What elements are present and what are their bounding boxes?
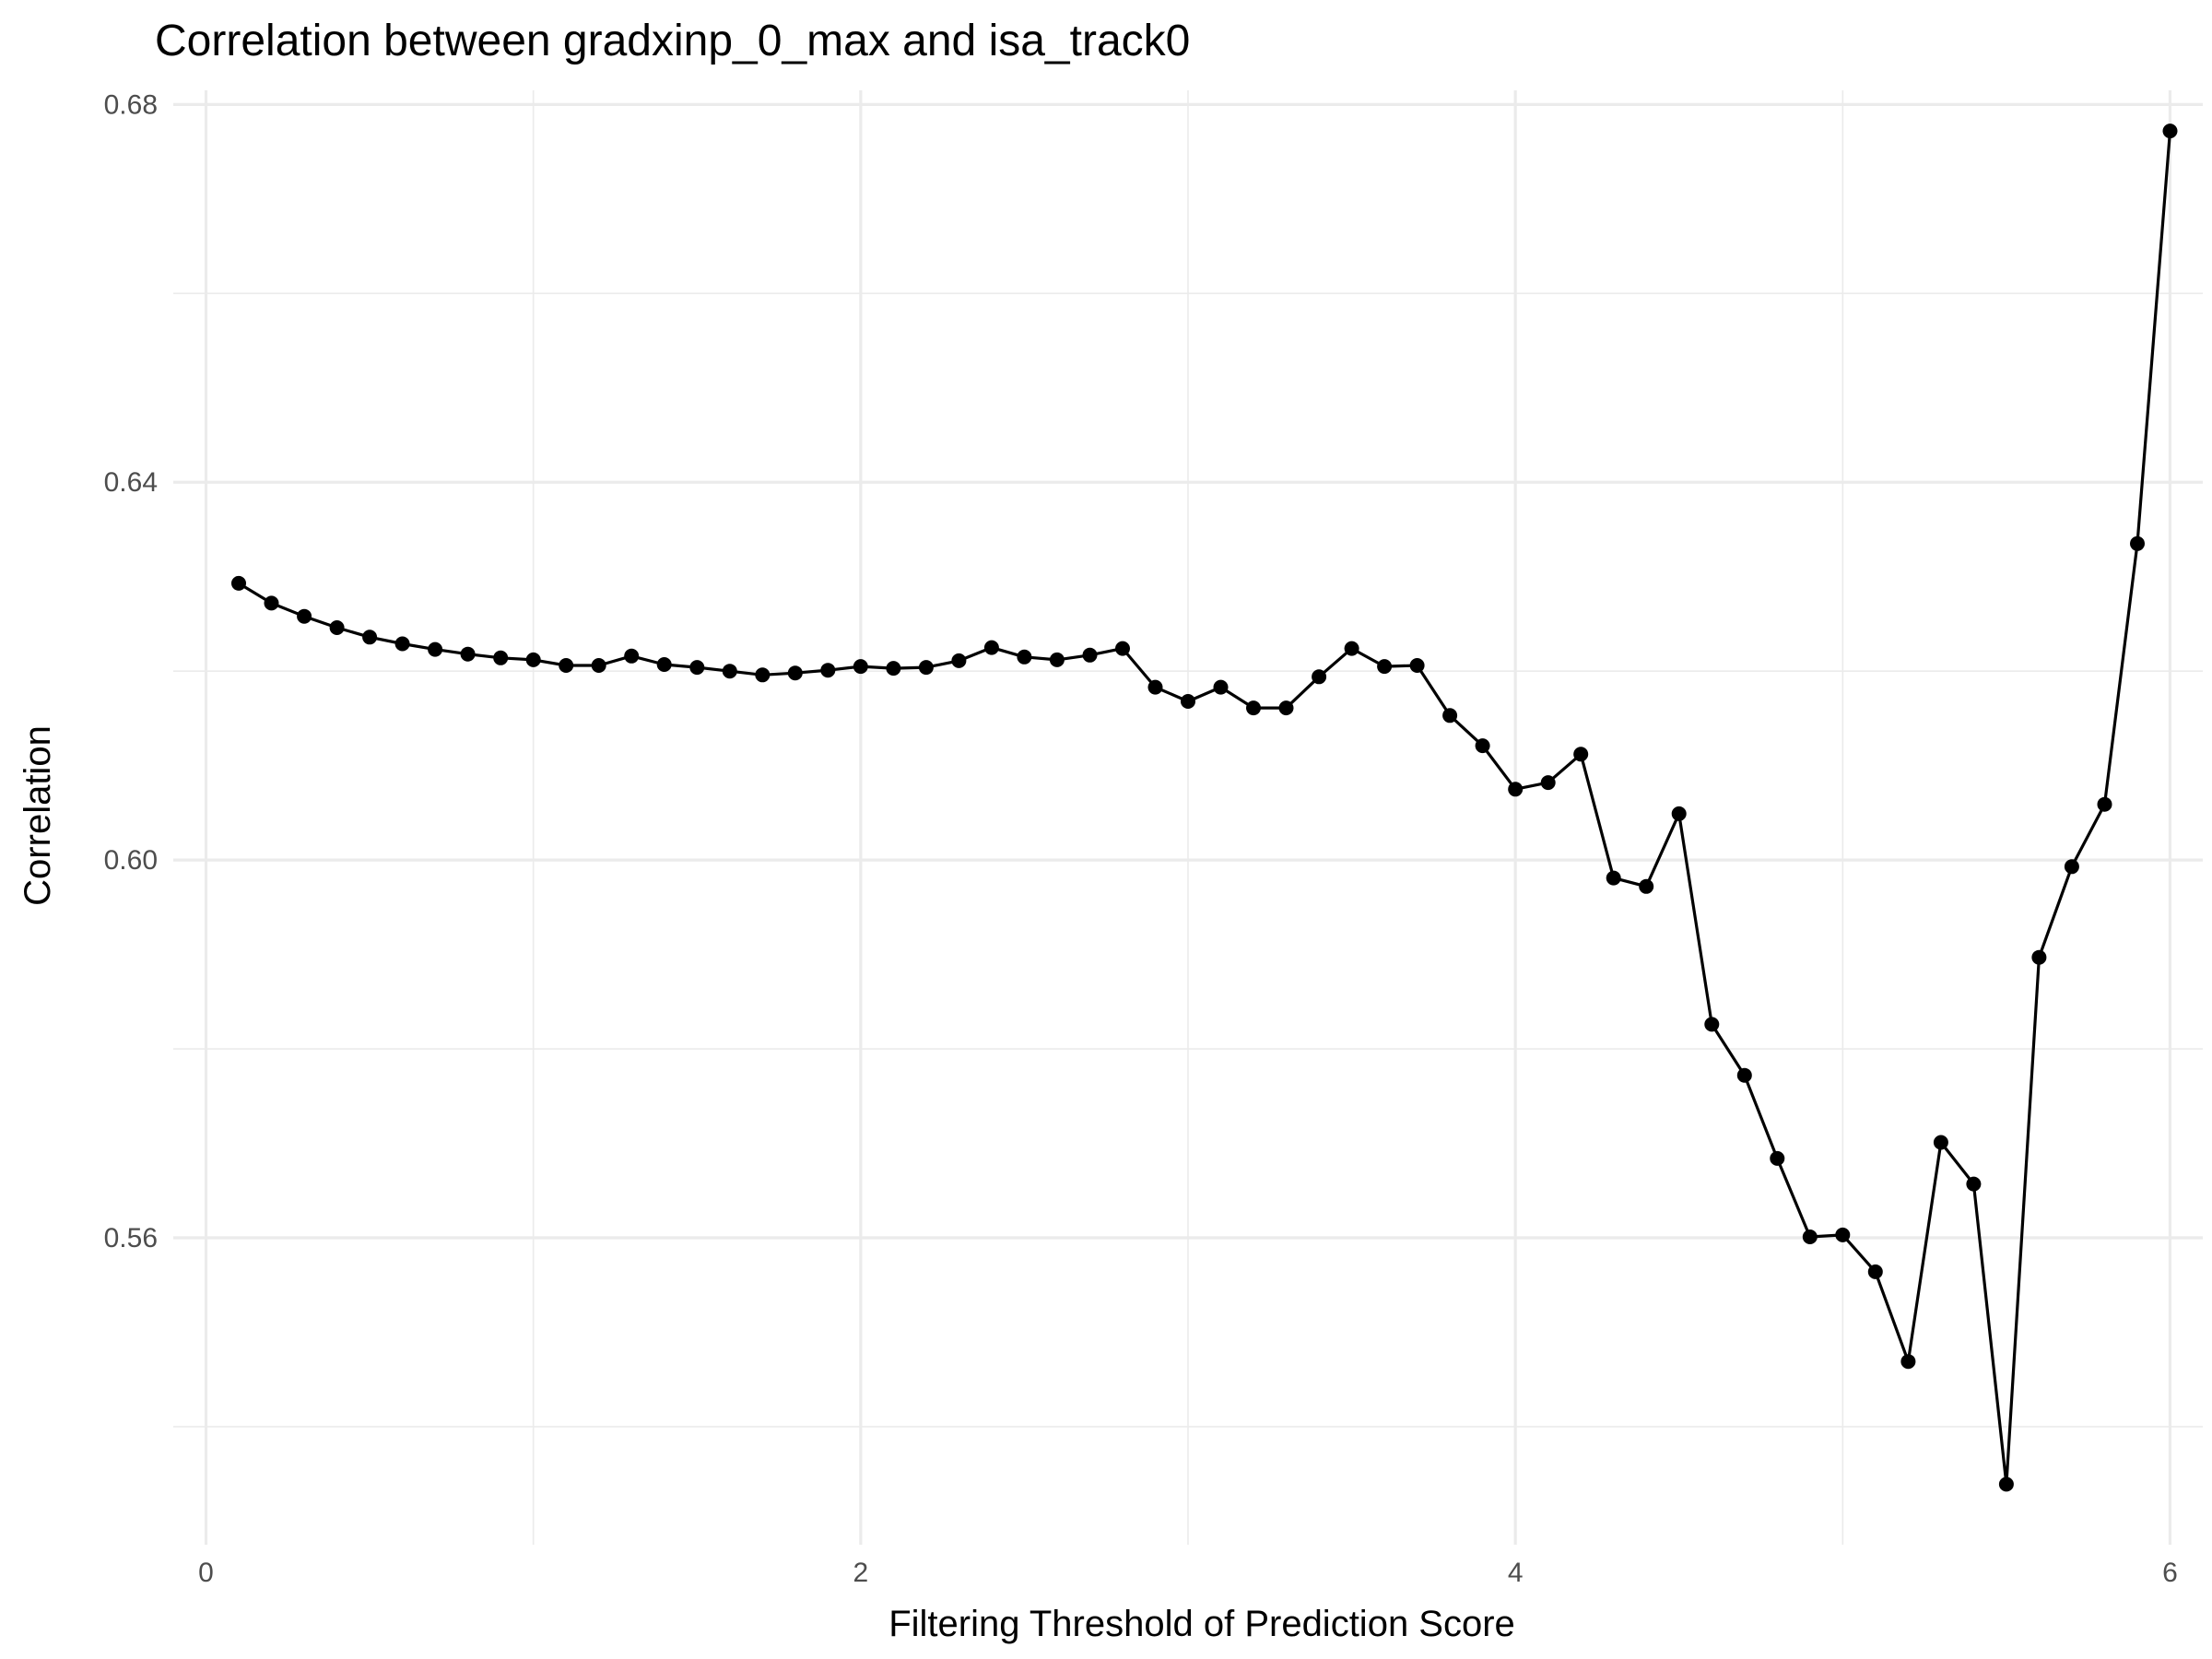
y-axis-title: Correlation <box>18 725 58 906</box>
data-point <box>1377 659 1393 675</box>
data-point <box>656 657 672 672</box>
data-point <box>1867 1264 1883 1279</box>
data-point <box>755 667 771 683</box>
data-point <box>1704 1017 1720 1032</box>
data-point <box>1278 700 1294 716</box>
data-point <box>428 641 443 657</box>
data-point <box>1933 1135 1948 1150</box>
x-axis-title: Filtering Threshold of Prediction Score <box>888 1604 1515 1644</box>
data-point <box>1802 1230 1818 1244</box>
data-point <box>1540 775 1556 791</box>
data-point <box>1475 738 1490 754</box>
data-point <box>951 653 967 668</box>
data-point <box>2064 859 2079 875</box>
data-point <box>918 660 934 676</box>
data-point <box>1147 679 1163 695</box>
data-point <box>886 661 901 677</box>
data-point <box>1736 1067 1752 1083</box>
data-point <box>362 629 378 645</box>
y-tick-label: 0.60 <box>104 845 158 876</box>
data-point <box>297 608 312 624</box>
data-point <box>853 659 868 675</box>
x-tick-label: 4 <box>1508 1558 1524 1588</box>
data-point <box>1770 1150 1785 1166</box>
data-point <box>264 595 279 611</box>
data-point <box>1442 708 1458 724</box>
data-point <box>820 663 836 678</box>
major-gridlines <box>173 90 2203 1545</box>
data-point <box>1998 1477 2014 1492</box>
data-point <box>525 652 541 667</box>
data-point <box>1181 694 1195 709</box>
data-point <box>329 620 345 635</box>
data-point <box>1508 782 1524 797</box>
data-point <box>493 650 509 665</box>
data-point <box>1900 1354 1916 1370</box>
x-tick-label: 0 <box>198 1558 214 1588</box>
minor-gridlines <box>173 90 2203 1545</box>
data-point <box>591 658 606 673</box>
data-point <box>1639 878 1654 894</box>
data-point <box>1115 641 1130 656</box>
tick-labels: 0 2 4 6 0.56 0.60 0.64 0.68 <box>104 89 2178 1588</box>
data-point <box>1312 669 1327 685</box>
data-point <box>722 664 737 679</box>
data-point <box>1017 649 1032 665</box>
y-tick-label: 0.64 <box>104 467 158 498</box>
data-point <box>2130 535 2145 551</box>
data-point <box>787 665 803 681</box>
data-point <box>1049 652 1065 667</box>
data-point <box>624 648 640 664</box>
data-point <box>689 660 705 676</box>
data-point <box>1671 806 1687 821</box>
data-point <box>1082 647 1098 663</box>
data-point <box>1835 1227 1851 1242</box>
data-point <box>1966 1176 1982 1192</box>
data-point <box>2031 949 2047 965</box>
y-tick-label: 0.56 <box>104 1223 158 1253</box>
chart-title: Correlation between gradxinp_0_max and i… <box>155 17 1190 65</box>
data-point <box>1344 641 1359 656</box>
x-tick-label: 2 <box>853 1558 868 1588</box>
data-point <box>394 636 410 652</box>
y-tick-label: 0.68 <box>104 89 158 120</box>
data-point <box>1246 700 1261 716</box>
data-point <box>1573 747 1589 762</box>
x-tick-label: 6 <box>2162 1558 2178 1588</box>
data-point <box>1409 658 1425 673</box>
data-point <box>1213 679 1229 695</box>
data-point <box>460 646 476 662</box>
series-layer <box>231 124 2178 1492</box>
data-point <box>559 658 574 673</box>
data-point <box>2162 124 2178 139</box>
data-point <box>2097 796 2112 812</box>
data-point <box>1606 870 1621 886</box>
data-point <box>983 640 999 655</box>
data-point <box>231 575 246 591</box>
